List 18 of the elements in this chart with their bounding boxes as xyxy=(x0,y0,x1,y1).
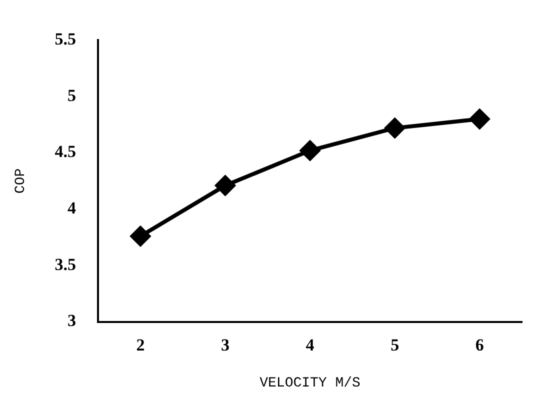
point xyxy=(470,109,490,130)
y-tick-label: 4 xyxy=(68,198,77,218)
point xyxy=(215,176,236,196)
x-tick-label: 3 xyxy=(220,335,230,354)
x-tick-label: 4 xyxy=(306,335,315,354)
y-tick-label: 4.5 xyxy=(54,142,76,162)
point xyxy=(300,140,320,161)
x-tick-label: 5 xyxy=(390,335,400,354)
point xyxy=(130,226,150,246)
x-tick-label: 2 xyxy=(136,335,145,354)
y-axis-title: COP xyxy=(13,168,30,194)
y-tick-label: 5 xyxy=(68,86,76,105)
y-tick-label: 5.5 xyxy=(54,30,76,49)
y-tick-label: 3.5 xyxy=(54,254,76,274)
x-tick-label: 6 xyxy=(475,335,484,354)
x-axis-title: VELOCITY M/S xyxy=(260,375,360,392)
y-tick-label: 3 xyxy=(68,311,76,330)
point xyxy=(384,118,405,138)
